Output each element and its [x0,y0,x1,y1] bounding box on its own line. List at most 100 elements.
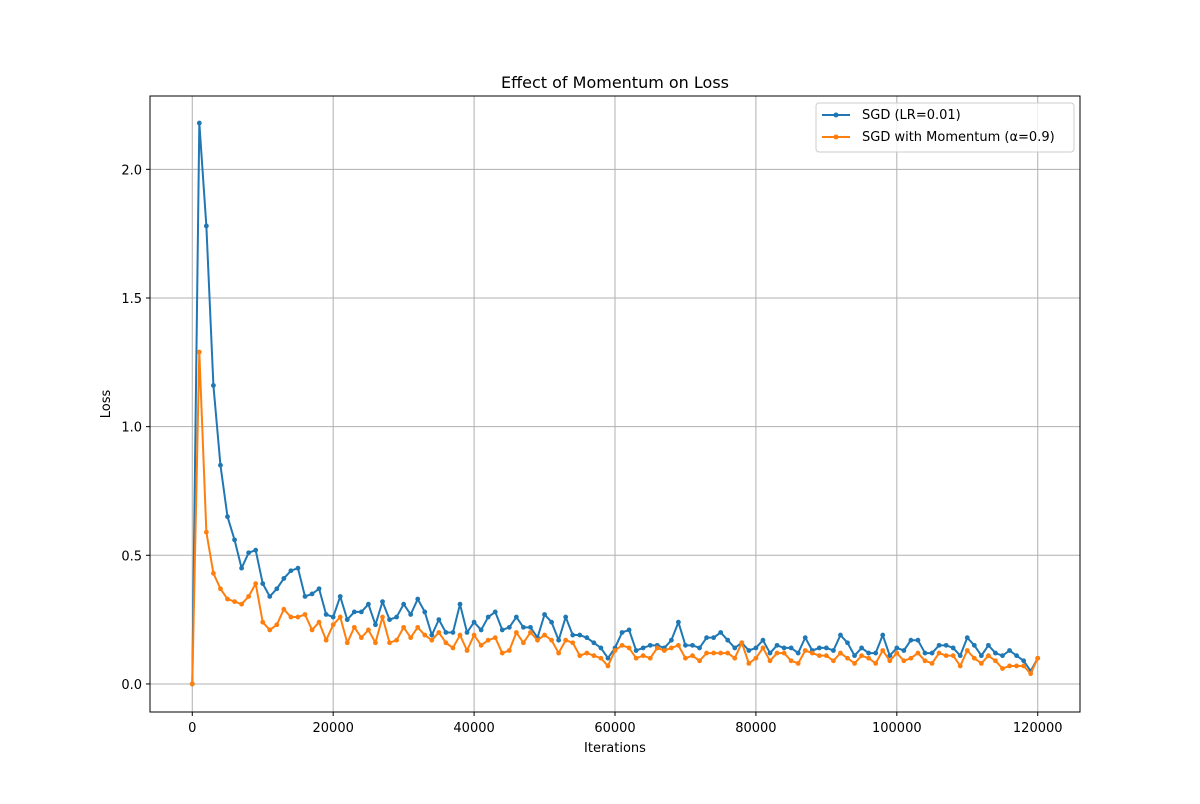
data-point [760,645,766,651]
data-point [668,645,674,651]
data-point [337,614,343,620]
data-point [690,653,695,659]
data-point [351,609,357,615]
data-point [309,627,315,633]
data-point [542,612,547,617]
data-point [978,653,984,659]
data-point [978,660,984,666]
data-point [358,609,364,615]
data-point [943,653,949,659]
chart-title: Effect of Momentum on Loss [501,73,729,92]
data-point [640,653,646,659]
data-point [993,650,998,656]
y-tick-label: 1.0 [121,421,142,436]
data-point [288,614,294,620]
data-point [436,617,442,623]
data-point [697,645,702,651]
data-point [1007,648,1012,653]
data-point [358,635,364,641]
data-point [1028,671,1034,677]
data-point [943,642,949,648]
data-point [267,627,273,633]
data-point [802,635,808,641]
series-layer [189,120,1041,687]
data-point [795,650,801,656]
data-point [422,632,428,638]
data-point [781,645,787,651]
data-point [1014,663,1019,669]
legend-entry-momentum: SGD with Momentum (α=0.9) [822,130,1055,145]
data-point [281,576,287,581]
data-point [922,658,928,664]
data-point [619,630,625,635]
legend-label-sgd: SGD (LR=0.01) [862,108,961,123]
data-point [612,648,618,653]
data-point [492,635,498,641]
data-point [676,619,681,625]
data-point [457,632,463,638]
data-point [225,514,230,520]
data-point [591,653,597,659]
data-point [330,622,336,628]
data-point [647,655,653,661]
data-point [260,581,266,586]
data-point [1014,653,1019,659]
data-point [852,660,857,666]
data-point [232,599,237,605]
data-point [211,570,216,576]
legend-box [815,102,1075,153]
data-point [802,648,808,653]
data-point [915,650,921,656]
data-point [330,614,336,620]
data-point [831,648,836,653]
y-tick-label: 0.5 [121,549,142,564]
data-point [880,632,886,638]
data-point [774,650,780,656]
data-point [788,658,794,664]
data-point [725,650,731,656]
data-point [316,586,322,592]
data-point [957,663,963,669]
data-point [986,653,991,659]
data-point [380,614,385,620]
data-point [957,653,963,659]
legend-marker-sgd [833,112,839,118]
data-point [542,632,547,638]
data-point [690,642,695,648]
data-point [281,606,287,612]
data-point [246,550,252,556]
data-point [506,624,512,630]
data-point [408,635,414,641]
data-point [380,599,385,605]
data-point [697,658,702,664]
data-point [767,650,773,656]
data-point [866,650,872,656]
data-point [366,627,371,633]
data-point [626,627,632,633]
data-point [521,640,526,646]
data-point [866,655,872,661]
data-point [668,637,674,643]
data-point [859,645,864,651]
data-point [521,624,526,630]
data-point [732,655,738,661]
data-point [478,627,484,633]
data-point [894,650,900,656]
data-point [711,635,717,641]
data-point [894,645,900,651]
data-point [211,383,216,388]
data-point [845,640,850,646]
data-point [366,601,371,607]
data-point [816,653,822,659]
series-0 [189,120,1041,687]
data-point [373,622,378,628]
x-tick-label: 120000 [1013,721,1063,736]
data-point [344,640,350,646]
data-point [619,642,625,648]
data-point [422,609,428,615]
data-point [993,658,998,664]
data-point [203,223,209,229]
data-point [936,650,942,656]
data-point [373,640,378,646]
